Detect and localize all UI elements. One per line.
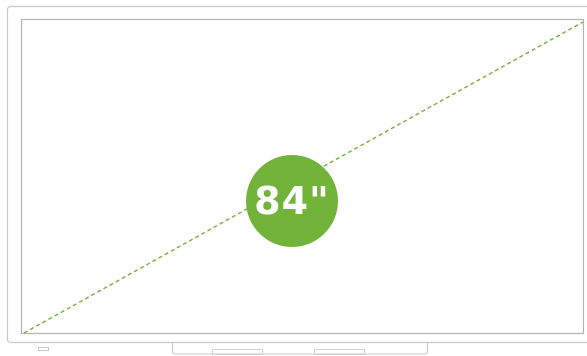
pen-tray xyxy=(171,343,429,355)
display-bezel xyxy=(6,5,587,344)
diagonal-dashed-line xyxy=(23,21,584,334)
screen-size-badge: 84" xyxy=(246,155,338,247)
power-indicator xyxy=(38,347,49,351)
pen-slot-right xyxy=(314,349,365,355)
pen-slot-left xyxy=(212,349,263,355)
screen-size-label: 84" xyxy=(254,179,330,223)
